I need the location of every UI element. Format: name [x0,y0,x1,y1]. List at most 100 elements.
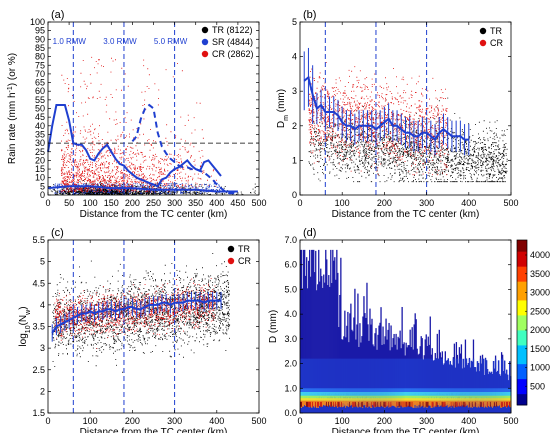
heat-cell [319,388,321,395]
heat-cell-mid [432,360,434,413]
heat-cell-hot [362,401,364,407]
heat-cell [416,400,418,406]
heat-cell [340,400,342,408]
colorbar-cell [517,315,527,320]
heat-cell [340,391,342,397]
heat-cell-mid [338,358,340,413]
rmw-label: 3.0 RMW [103,37,137,46]
heat-cell-hot [468,401,471,407]
heat-cell-mid [409,358,411,413]
heat-cell [377,398,379,403]
heat-cell [386,388,388,396]
heat-cell [334,388,336,395]
heat-cell [439,400,441,407]
heat-cell-mid [367,358,369,413]
heat-cell [316,395,318,401]
heat-cell-mid [316,358,318,413]
heat-cell-low [306,257,308,413]
colorbar-cell [517,397,527,402]
heat-cell [417,400,419,408]
heat-cell [372,388,374,394]
heat-cell [369,391,371,399]
heat-cell-low [304,249,306,413]
heat-cell [451,391,454,397]
heat-cell-hot [385,401,387,407]
heat-cell-low [322,287,324,413]
heat-cell-hot [506,401,509,407]
heat-cell-low [326,259,328,413]
heat-cell-mid [418,358,420,413]
heat-cell [347,400,349,407]
heat-cell [307,391,309,400]
heat-cell [436,391,438,397]
heat-cell [457,400,460,406]
heat-cell [330,391,332,397]
heat-cell [371,391,373,398]
heat-cell-mid [485,360,488,413]
heat-cell [465,391,468,397]
axes-frame [47,239,260,414]
heat-cell [505,388,508,396]
heat-cell-mid [330,358,332,413]
heat-cell [481,400,484,407]
colorbar-cell [517,303,527,308]
series-mean [303,75,469,142]
heat-cell [314,391,316,399]
legend-label: CR [490,38,503,48]
heat-cell [477,400,480,407]
heat-cell [389,391,391,399]
heat-cell-mid [312,358,314,413]
heat-cell-mid [444,358,446,413]
x-tick-label: 300 [419,198,434,208]
heat-cell-mid [374,358,376,413]
heat-cell [413,391,415,398]
heat-cell-hot [310,401,312,407]
heat-cell [315,388,317,395]
heat-cell [371,388,373,394]
heat-cell [312,391,314,400]
heat-cell [409,391,411,399]
heat-cell-hot [456,401,459,407]
heat-cell [446,391,448,398]
heat-cell [471,398,474,403]
heat-cell [340,388,342,395]
heat-cell [468,391,471,399]
x-tick-label: 200 [125,416,140,426]
colorbar-cell [517,266,527,271]
axes-frame [299,21,512,196]
heat-cell [353,388,355,395]
heat-cell [506,391,509,400]
heat-cell [377,391,379,398]
heat-cell [484,388,487,395]
heat-cell [395,400,397,408]
heat-cell-low [316,290,318,413]
heat-cell [323,391,325,398]
heat-cell [384,388,386,393]
heat-cell [420,400,422,407]
panel-label: (b) [303,9,316,21]
heat-cell [472,388,475,395]
heat-cell [421,400,423,406]
heat-cell [473,400,476,407]
heat-cell [343,395,345,401]
heat-cell [347,388,349,394]
y-tick-label: 2 [40,386,45,396]
heat-cell [424,388,426,396]
heat-cell [442,395,444,401]
heat-cell [487,391,490,399]
heat-cell [335,391,337,398]
heat-cell [413,400,415,409]
heat-cell-mid [468,358,471,413]
heat-cell [304,388,306,394]
heat-cell-hot [426,401,428,407]
heat-cell [481,388,484,395]
heat-cell [309,388,311,393]
heat-cell [449,400,452,407]
heat-cell-mid [445,360,447,413]
heat-cell [458,388,461,395]
heat-cell [394,388,396,396]
colorbar-cell [517,390,527,395]
heat-cell [485,391,488,400]
heat-cell-mid [405,358,407,413]
x-tick-label: 100 [335,416,350,426]
